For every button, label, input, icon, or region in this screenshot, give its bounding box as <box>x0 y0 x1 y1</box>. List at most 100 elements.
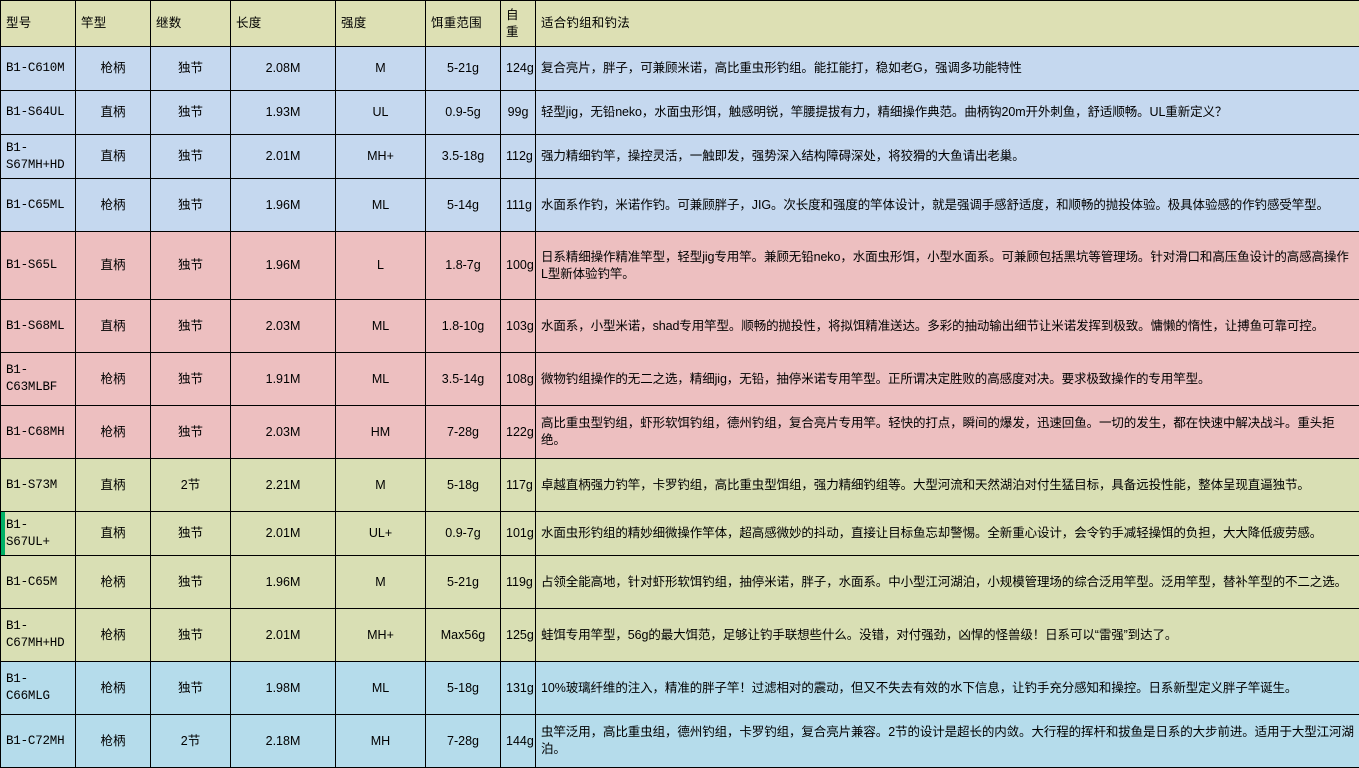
table-cell-model[interactable]: B1-S68ML <box>1 300 76 353</box>
table-cell-weight[interactable]: 108g <box>501 353 536 406</box>
table-cell-sections[interactable]: 独节 <box>151 556 231 609</box>
table-cell-sections[interactable]: 2节 <box>151 459 231 512</box>
table-cell-lure-weight[interactable]: 5-21g <box>426 47 501 91</box>
table-cell-power[interactable]: MH <box>336 715 426 768</box>
table-cell-description[interactable]: 10%玻璃纤维的注入，精准的胖子竿！过滤相对的震动，但又不失去有效的水下信息，让… <box>536 662 1359 715</box>
table-cell-power[interactable]: MH+ <box>336 609 426 662</box>
column-header-power[interactable]: 强度 <box>336 1 426 47</box>
table-cell-handle[interactable]: 枪柄 <box>76 715 151 768</box>
table-cell-handle[interactable]: 直柄 <box>76 300 151 353</box>
table-cell-length[interactable]: 2.03M <box>231 406 336 459</box>
table-cell-description[interactable]: 轻型jig，无铅neko，水面虫形饵，触感明锐，竿腰提拔有力，精细操作典范。曲柄… <box>536 91 1359 135</box>
table-cell-power[interactable]: HM <box>336 406 426 459</box>
table-cell-power[interactable]: UL+ <box>336 512 426 556</box>
table-cell-model[interactable]: B1-S67MH+HD <box>1 135 76 179</box>
table-cell-weight[interactable]: 112g <box>501 135 536 179</box>
table-cell-power[interactable]: M <box>336 556 426 609</box>
table-cell-model[interactable]: B1-S64UL <box>1 91 76 135</box>
table-cell-length[interactable]: 1.96M <box>231 232 336 300</box>
table-cell-handle[interactable]: 枪柄 <box>76 662 151 715</box>
table-cell-power[interactable]: ML <box>336 179 426 232</box>
table-cell-sections[interactable]: 独节 <box>151 353 231 406</box>
table-cell-power[interactable]: L <box>336 232 426 300</box>
table-cell-weight[interactable]: 100g <box>501 232 536 300</box>
column-header-weight[interactable]: 自重 <box>501 1 536 47</box>
table-cell-weight[interactable]: 101g <box>501 512 536 556</box>
table-cell-sections[interactable]: 独节 <box>151 512 231 556</box>
column-header-length[interactable]: 长度 <box>231 1 336 47</box>
table-cell-model[interactable]: B1-S65L <box>1 232 76 300</box>
table-cell-sections[interactable]: 2节 <box>151 715 231 768</box>
table-cell-weight[interactable]: 124g <box>501 47 536 91</box>
table-cell-length[interactable]: 1.91M <box>231 353 336 406</box>
table-cell-length[interactable]: 1.98M <box>231 662 336 715</box>
table-cell-length[interactable]: 2.01M <box>231 512 336 556</box>
table-cell-model[interactable]: B1-C65ML <box>1 179 76 232</box>
table-cell-sections[interactable]: 独节 <box>151 609 231 662</box>
table-cell-lure-weight[interactable]: 5-21g <box>426 556 501 609</box>
table-cell-handle[interactable]: 枪柄 <box>76 179 151 232</box>
table-cell-model[interactable]: B1-C68MH <box>1 406 76 459</box>
table-cell-sections[interactable]: 独节 <box>151 47 231 91</box>
table-cell-description[interactable]: 日系精细操作精准竿型，轻型jig专用竿。兼顾无铅neko，水面虫形饵，小型水面系… <box>536 232 1359 300</box>
table-cell-power[interactable]: M <box>336 47 426 91</box>
table-cell-lure-weight[interactable]: 5-14g <box>426 179 501 232</box>
table-cell-lure-weight[interactable]: 3.5-18g <box>426 135 501 179</box>
table-cell-description[interactable]: 水面系作钓，米诺作钓。可兼顾胖子，JIG。次长度和强度的竿体设计，就是强调手感舒… <box>536 179 1359 232</box>
table-cell-sections[interactable]: 独节 <box>151 91 231 135</box>
table-cell-weight[interactable]: 111g <box>501 179 536 232</box>
table-cell-description[interactable]: 虫竿泛用，高比重虫组，德州钓组，卡罗钓组，复合亮片兼容。2节的设计是超长的内敛。… <box>536 715 1359 768</box>
table-cell-weight[interactable]: 99g <box>501 91 536 135</box>
table-cell-model[interactable]: B1-C610M <box>1 47 76 91</box>
table-cell-handle[interactable]: 枪柄 <box>76 609 151 662</box>
column-header-lure-weight[interactable]: 饵重范围 <box>426 1 501 47</box>
table-cell-lure-weight[interactable]: 0.9-7g <box>426 512 501 556</box>
table-cell-sections[interactable]: 独节 <box>151 135 231 179</box>
table-cell-lure-weight[interactable]: 5-18g <box>426 662 501 715</box>
table-cell-description[interactable]: 占领全能高地，针对虾形软饵钓组，抽停米诺，胖子，水面系。中小型江河湖泊，小规模管… <box>536 556 1359 609</box>
table-cell-description[interactable]: 卓越直柄强力钓竿，卡罗钓组，高比重虫型饵组，强力精细钓组等。大型河流和天然湖泊对… <box>536 459 1359 512</box>
table-cell-length[interactable]: 2.08M <box>231 47 336 91</box>
table-cell-handle[interactable]: 直柄 <box>76 135 151 179</box>
table-cell-lure-weight[interactable]: 1.8-10g <box>426 300 501 353</box>
table-cell-handle[interactable]: 枪柄 <box>76 406 151 459</box>
table-cell-lure-weight[interactable]: Max56g <box>426 609 501 662</box>
table-cell-weight[interactable]: 117g <box>501 459 536 512</box>
table-cell-lure-weight[interactable]: 1.8-7g <box>426 232 501 300</box>
table-cell-model[interactable]: B1-S73M <box>1 459 76 512</box>
table-cell-length[interactable]: 2.18M <box>231 715 336 768</box>
table-cell-description[interactable]: 水面系，小型米诺，shad专用竿型。顺畅的抛投性，将拟饵精准送达。多彩的抽动输出… <box>536 300 1359 353</box>
table-cell-handle[interactable]: 枪柄 <box>76 47 151 91</box>
table-cell-model[interactable]: B1-S67UL+ <box>1 512 76 556</box>
table-cell-power[interactable]: MH+ <box>336 135 426 179</box>
table-cell-power[interactable]: UL <box>336 91 426 135</box>
table-cell-description[interactable]: 微物钓组操作的无二之选，精细jig，无铅，抽停米诺专用竿型。正所谓决定胜败的高感… <box>536 353 1359 406</box>
table-cell-length[interactable]: 1.96M <box>231 179 336 232</box>
table-cell-handle[interactable]: 直柄 <box>76 91 151 135</box>
table-cell-lure-weight[interactable]: 5-18g <box>426 459 501 512</box>
table-cell-lure-weight[interactable]: 7-28g <box>426 715 501 768</box>
table-cell-model[interactable]: B1-C63MLBF <box>1 353 76 406</box>
table-cell-description[interactable]: 强力精细钓竿，操控灵活，一触即发，强势深入结构障碍深处，将狡猾的大鱼请出老巢。 <box>536 135 1359 179</box>
table-cell-handle[interactable]: 枪柄 <box>76 556 151 609</box>
table-cell-weight[interactable]: 103g <box>501 300 536 353</box>
table-cell-length[interactable]: 2.03M <box>231 300 336 353</box>
column-header-sections[interactable]: 继数 <box>151 1 231 47</box>
table-cell-power[interactable]: ML <box>336 353 426 406</box>
table-cell-model[interactable]: B1-C66MLG <box>1 662 76 715</box>
table-cell-length[interactable]: 1.96M <box>231 556 336 609</box>
table-cell-handle[interactable]: 枪柄 <box>76 353 151 406</box>
table-cell-weight[interactable]: 119g <box>501 556 536 609</box>
